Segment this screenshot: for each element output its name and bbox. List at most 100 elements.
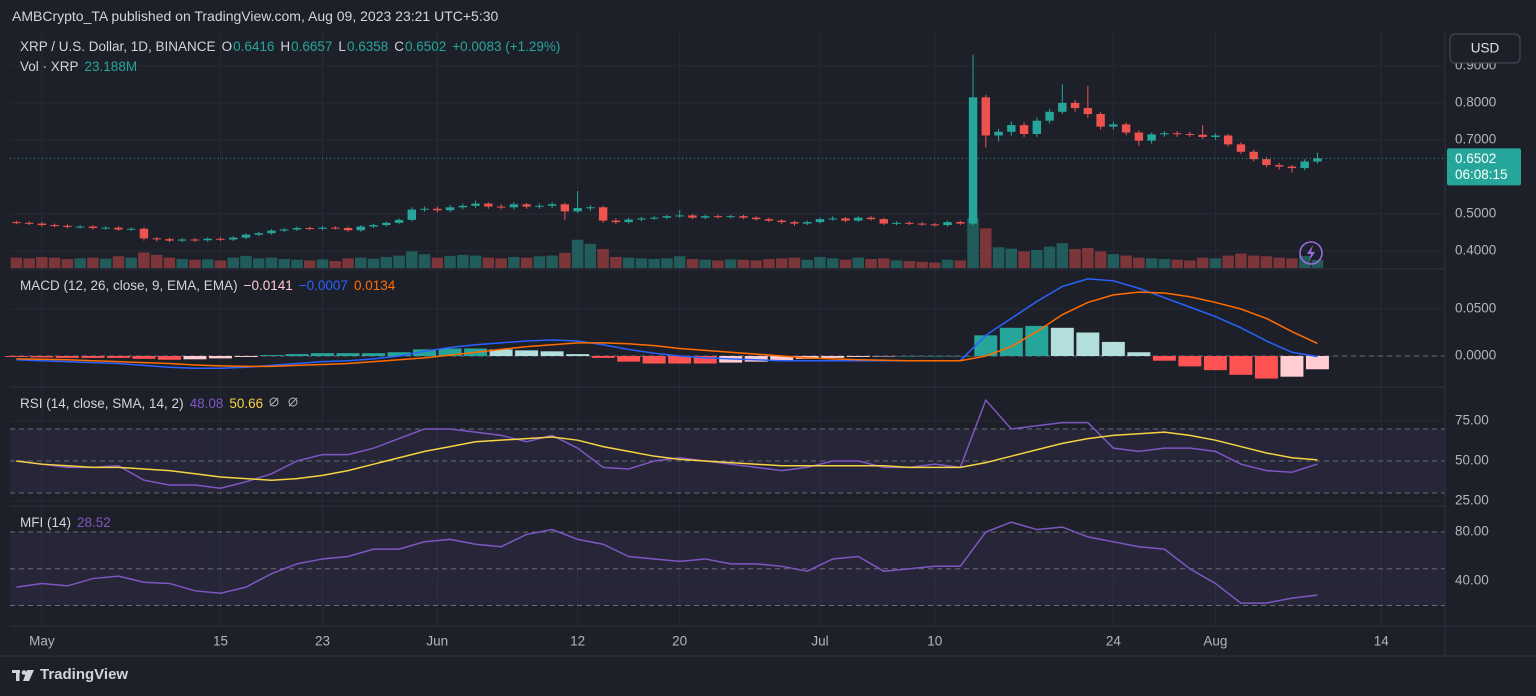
y-tick-label: 0.8000 — [1455, 94, 1496, 109]
histogram-bar — [744, 356, 768, 362]
ohlc-key: C — [394, 39, 404, 54]
indicator-line — [16, 431, 1318, 481]
volume-bar — [304, 260, 316, 268]
histogram-bar — [413, 349, 437, 357]
x-tick-label: 20 — [672, 634, 687, 649]
candle-body — [509, 204, 519, 208]
volume-bar — [737, 259, 750, 268]
last-price-tag — [1447, 148, 1521, 186]
volume-bar — [1196, 257, 1209, 268]
volume-bar — [1311, 260, 1324, 268]
histogram-bar — [872, 356, 896, 357]
histogram-bar — [1203, 356, 1227, 371]
currency-label[interactable]: USD — [1471, 41, 1500, 56]
volume-bar — [355, 257, 367, 268]
volume-bar — [763, 259, 775, 268]
indicator-legend: RSI (14, close, SMA, 14, 2) 48.08 50.66 — [20, 396, 309, 411]
y-tick-label: 75.00 — [1455, 413, 1489, 428]
volume-bar — [342, 258, 354, 268]
alert-icon[interactable] — [1299, 241, 1323, 265]
brand: TradingView — [12, 666, 128, 683]
candle-body — [1109, 124, 1118, 127]
ohlc-key: H — [280, 39, 291, 54]
volume-bar — [367, 258, 380, 268]
x-tick-label: 10 — [927, 634, 942, 649]
candle-body — [1223, 135, 1233, 145]
candle-body — [968, 97, 978, 224]
candle-body — [331, 227, 340, 229]
histogram-bar — [566, 354, 590, 357]
candle-body — [1121, 124, 1131, 133]
candle-body — [688, 215, 697, 218]
candle-body — [229, 237, 238, 240]
candle-body — [879, 219, 888, 224]
alert-bolt — [1307, 245, 1315, 261]
volume-bar — [699, 259, 711, 268]
candle-body — [790, 222, 799, 224]
volume-bar — [826, 258, 839, 268]
candle-body — [75, 226, 85, 228]
ohlc-value: 0.6358 — [346, 39, 389, 54]
volume-bar — [1260, 256, 1273, 268]
candle-body — [943, 222, 952, 226]
x-tick-label: 24 — [1106, 634, 1122, 649]
volume-bar — [903, 261, 916, 268]
candle-body — [994, 131, 1003, 136]
volume-bar — [941, 259, 954, 268]
y-tick-label: 25.00 — [1455, 493, 1489, 508]
candle-body — [1287, 166, 1297, 169]
volume-bar — [469, 255, 482, 268]
volume-bar — [278, 259, 290, 268]
candle-body — [433, 208, 442, 211]
volume-bar — [163, 257, 176, 268]
volume-bar — [1158, 259, 1171, 268]
candle-body — [165, 239, 174, 241]
currency-button-box[interactable] — [1449, 33, 1521, 64]
candle-body — [1019, 125, 1029, 135]
volume-bar — [1094, 251, 1107, 268]
indicator-title: MACD (12, 26, close, 9, EMA, EMA) — [20, 278, 238, 293]
volume-bar — [1043, 246, 1056, 268]
visibility-icons[interactable] — [269, 396, 303, 411]
indicator-line — [16, 398, 1318, 489]
candle-body — [50, 225, 59, 227]
volume-bar — [138, 252, 150, 268]
volume-bar — [1056, 243, 1069, 268]
indicator-value: −0.0007 — [298, 278, 348, 293]
volume-bar — [112, 256, 125, 268]
ohlc-key: L — [338, 39, 346, 54]
indicator-line — [16, 291, 1318, 368]
volume-bar — [291, 259, 303, 268]
ohlc-key: O — [221, 39, 233, 54]
candle-body — [1274, 165, 1284, 167]
candle-body — [586, 207, 595, 209]
candle-body — [1007, 125, 1016, 132]
volume-bar — [1235, 253, 1247, 268]
price-change: +0.0083 (+1.29%) — [452, 39, 561, 54]
volume-bar — [814, 256, 826, 268]
candle-body — [280, 229, 289, 231]
candle-body — [1160, 133, 1169, 135]
candle-body — [1249, 151, 1258, 160]
candle-body — [1185, 134, 1195, 136]
volume-bar — [1005, 248, 1018, 268]
volume-bar — [775, 258, 788, 268]
volume-value: 23.188M — [84, 59, 138, 74]
histogram-bar — [81, 356, 105, 358]
histogram-bar — [387, 352, 411, 357]
candle-body — [777, 220, 786, 223]
volume-bar — [87, 257, 99, 268]
x-tick-label: 14 — [1374, 634, 1390, 649]
volume-bar — [418, 254, 431, 268]
x-tick-label: 23 — [315, 634, 330, 649]
candle-body — [407, 209, 417, 220]
volume-bar — [23, 258, 35, 268]
histogram-bar — [1178, 356, 1202, 367]
histogram-bar — [693, 356, 717, 364]
histogram-bar — [30, 356, 54, 358]
histogram-bar — [897, 356, 921, 357]
candle-body — [126, 228, 136, 230]
candle-body — [420, 208, 429, 210]
indicator-line — [16, 521, 1318, 604]
currency-button[interactable]: USD — [1449, 33, 1521, 64]
